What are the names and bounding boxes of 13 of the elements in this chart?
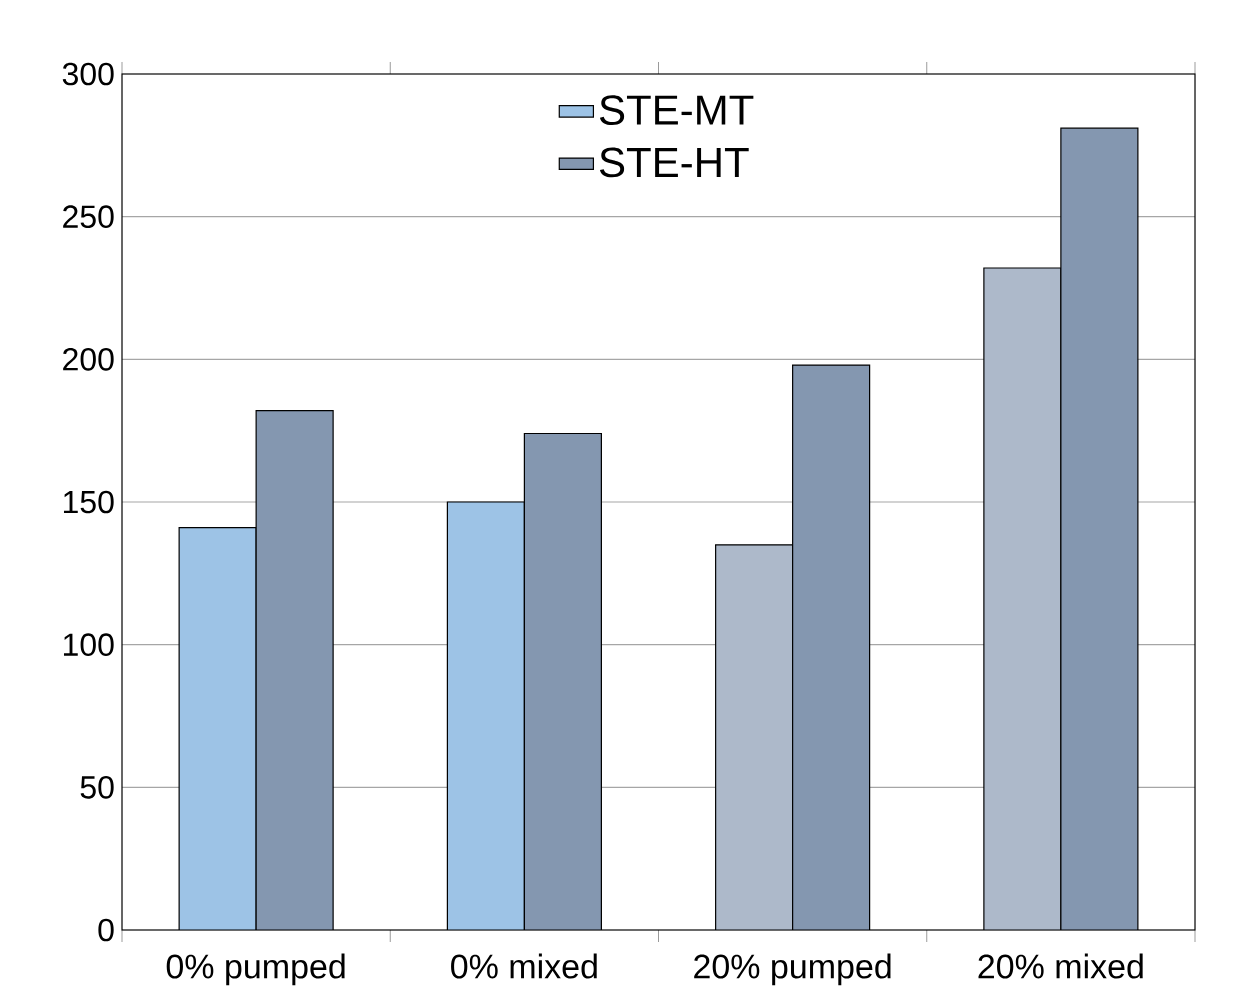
y-tick-label: 200 bbox=[63, 348, 114, 371]
x-tick-label: 0% pumped bbox=[166, 953, 345, 986]
legend-label: STE-MT bbox=[599, 95, 754, 125]
x-tick-label: 20% pumped bbox=[694, 953, 891, 986]
x-tick-label: 0% mixed bbox=[451, 953, 597, 979]
y-tick-label: 100 bbox=[63, 633, 114, 656]
x-tick-label: 20% mixed bbox=[978, 953, 1143, 979]
y-tick-label: 0 bbox=[98, 918, 114, 942]
y-tick-label: 300 bbox=[62, 62, 114, 86]
y-tick-label: 150 bbox=[63, 490, 114, 514]
legend-label: STE-HT bbox=[599, 147, 749, 178]
y-tick-label: 50 bbox=[80, 776, 114, 799]
y-tick-label: 250 bbox=[63, 205, 114, 228]
